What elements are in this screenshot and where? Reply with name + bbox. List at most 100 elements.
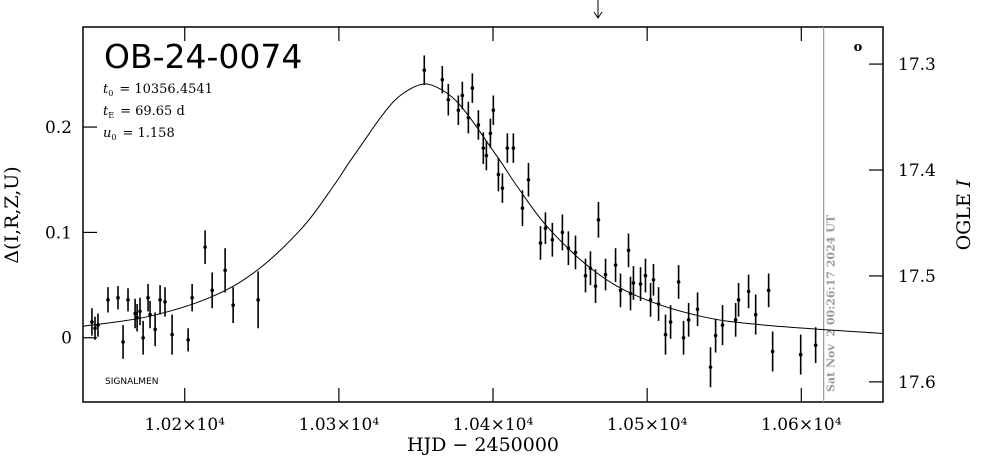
data-point bbox=[170, 332, 174, 337]
data-point bbox=[708, 365, 713, 370]
data-point bbox=[695, 307, 700, 312]
y2-tick-label: 17.5 bbox=[898, 267, 936, 287]
data-point bbox=[543, 226, 548, 230]
data-point bbox=[190, 295, 194, 300]
y-tick-label: 0.1 bbox=[45, 223, 72, 243]
annotation: t0 = 10356.4541 bbox=[103, 82, 213, 98]
data-point bbox=[440, 77, 445, 82]
data-point bbox=[203, 245, 207, 249]
y-tick-label: 0.2 bbox=[45, 118, 72, 138]
data-point bbox=[116, 295, 120, 300]
data-point bbox=[626, 248, 631, 253]
y-axis-label: Δ(I,R,Z,U) bbox=[1, 166, 23, 263]
data-point bbox=[618, 288, 623, 293]
y2-tick-label: 17.6 bbox=[898, 373, 936, 393]
data-point bbox=[596, 217, 601, 222]
data-point bbox=[163, 300, 167, 304]
data-point bbox=[583, 273, 588, 278]
data-point bbox=[686, 318, 691, 322]
data-point bbox=[663, 332, 668, 337]
data-point bbox=[736, 298, 741, 302]
data-point bbox=[648, 298, 653, 302]
model-curve bbox=[83, 83, 883, 335]
annotation-symbol: t bbox=[103, 82, 109, 97]
data-point bbox=[126, 298, 130, 302]
data-point bbox=[138, 309, 142, 314]
arrow-head bbox=[593, 11, 603, 19]
data-point bbox=[603, 272, 608, 277]
data-point bbox=[573, 250, 578, 255]
data-point bbox=[422, 68, 427, 72]
annotation-sub: E bbox=[108, 111, 114, 120]
data-point bbox=[813, 343, 818, 347]
data-point bbox=[484, 153, 489, 158]
data-point bbox=[643, 273, 648, 278]
data-point bbox=[106, 298, 110, 302]
data-point bbox=[93, 326, 97, 331]
data-point bbox=[746, 289, 751, 294]
data-point bbox=[733, 318, 738, 322]
data-point bbox=[153, 327, 157, 332]
data-point bbox=[135, 315, 139, 320]
data-point bbox=[770, 349, 775, 354]
data-point bbox=[676, 280, 681, 284]
data-point bbox=[720, 323, 725, 327]
data-point bbox=[186, 338, 190, 342]
footnote: SIGNALMEN bbox=[105, 377, 158, 387]
y2-axis-label: OGLE I bbox=[953, 179, 975, 250]
data-point bbox=[223, 268, 227, 273]
x-tick-label: 1.05×10⁴ bbox=[607, 415, 688, 435]
data-point bbox=[566, 246, 571, 251]
data-point bbox=[511, 146, 516, 150]
data-point bbox=[491, 108, 496, 113]
y2-tick-label: 17.4 bbox=[898, 161, 936, 181]
data-point bbox=[456, 108, 461, 113]
annotation: u0 = 1.158 bbox=[103, 126, 175, 142]
data-point bbox=[526, 177, 531, 182]
annotation-symbol: t bbox=[103, 104, 109, 119]
y2-axis-label-text: OGLE bbox=[953, 193, 975, 250]
plot-frame bbox=[82, 26, 884, 403]
annotation-sub: 0 bbox=[108, 89, 113, 98]
data-point bbox=[158, 298, 162, 302]
data-point bbox=[231, 303, 235, 307]
data-point bbox=[466, 115, 471, 120]
x-tick-label: 1.03×10⁴ bbox=[299, 415, 380, 435]
data-point bbox=[481, 146, 486, 150]
data-point bbox=[256, 298, 260, 302]
data-point bbox=[656, 302, 661, 306]
data-point bbox=[613, 263, 618, 267]
data-point bbox=[753, 312, 758, 317]
data-point bbox=[766, 288, 771, 293]
timestamp: Sat Nov 2 00:26:17 2024 UT bbox=[825, 214, 838, 392]
data-point bbox=[488, 131, 493, 136]
data-point bbox=[628, 291, 633, 296]
data-point bbox=[146, 295, 150, 300]
data-point bbox=[713, 333, 718, 338]
y-tick-label: 0 bbox=[61, 329, 72, 349]
data-point bbox=[681, 335, 686, 340]
annotation: tE = 69.65 d bbox=[103, 104, 185, 120]
annotation-symbol: u bbox=[103, 126, 111, 141]
data-point bbox=[631, 281, 636, 285]
data-point bbox=[210, 288, 214, 293]
x-tick-label: 1.04×10⁴ bbox=[453, 415, 534, 435]
data-point bbox=[500, 186, 505, 190]
data-point bbox=[90, 320, 94, 324]
data-point bbox=[638, 282, 643, 286]
data-point bbox=[148, 312, 152, 317]
x-axis-label: HJD − 2450000 bbox=[407, 434, 559, 456]
x-tick-label: 1.02×10⁴ bbox=[144, 415, 225, 435]
annotation-text: = 1.158 bbox=[122, 126, 174, 141]
data-point bbox=[520, 206, 525, 210]
data-point bbox=[133, 311, 137, 316]
data-point bbox=[538, 241, 543, 245]
data-point bbox=[460, 93, 465, 98]
chart-title: OB-24-0074 bbox=[104, 37, 302, 76]
y2-tick-label: 17.3 bbox=[898, 55, 936, 75]
data-point bbox=[668, 320, 673, 324]
y2-axis-label-var: I bbox=[953, 179, 975, 188]
data-point bbox=[121, 340, 125, 344]
